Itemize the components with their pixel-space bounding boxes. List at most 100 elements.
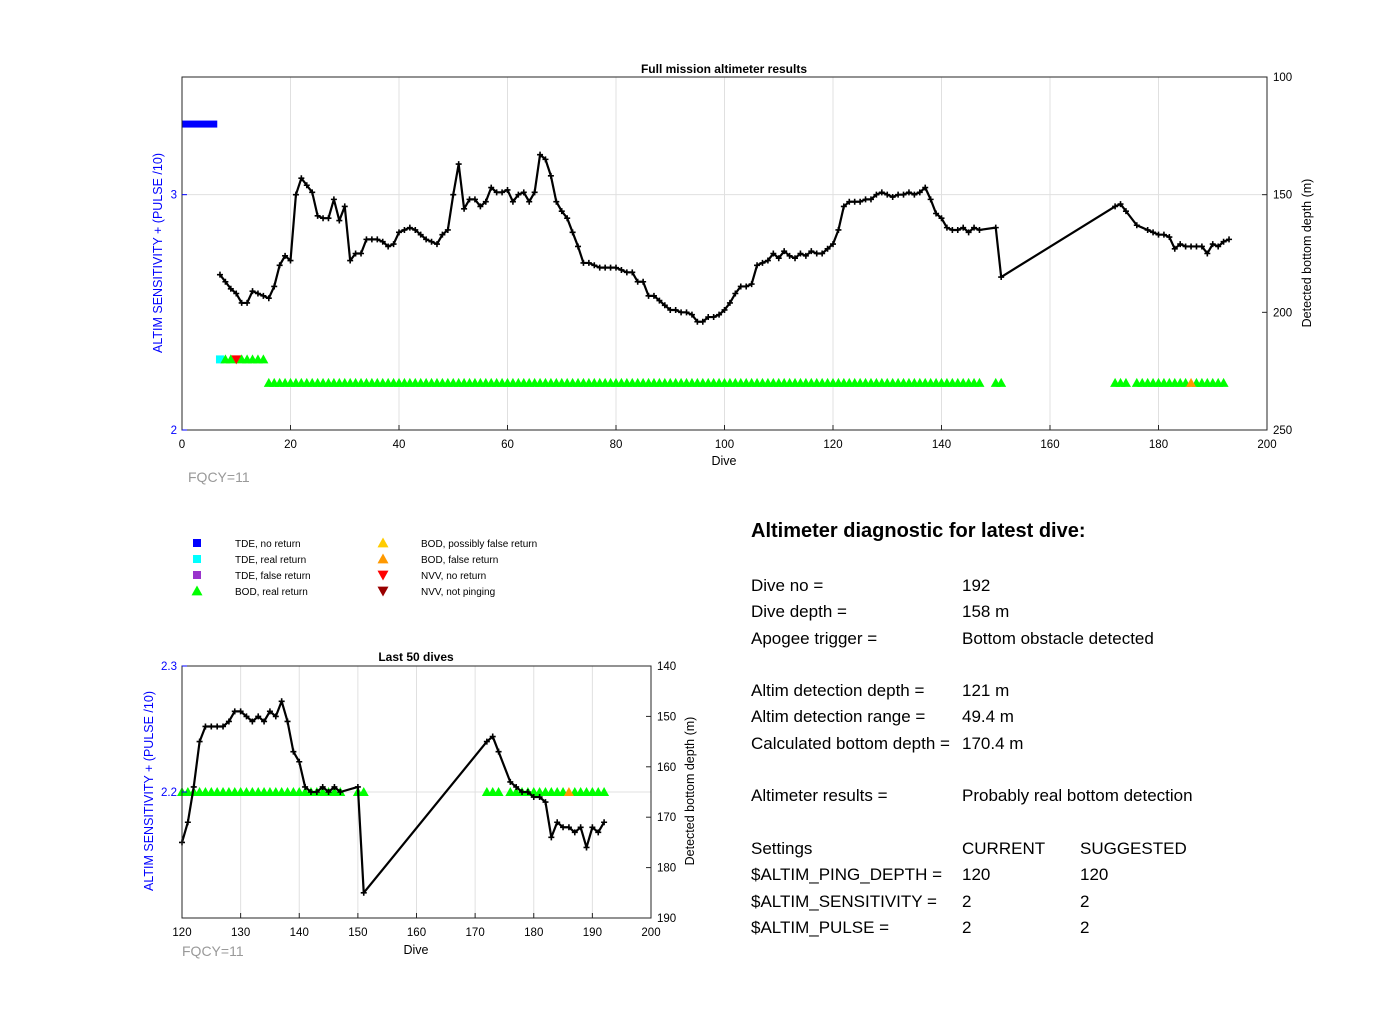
depth-point-marker [583,844,590,851]
pulse-current: 2 [962,917,972,937]
legend-marker-square [193,555,201,563]
x-tick-label: 180 [524,927,543,939]
last-50-x-ticks: 120 130 140 150 160 170 180 190 200 [172,913,661,939]
depth-point-marker [379,238,386,245]
depth-point-marker [862,196,869,203]
detection-range-value: 49.4 m [962,707,1014,727]
depth-point-marker [471,196,478,203]
right-tick-label: 100 [1273,72,1292,84]
depth-point-marker [553,198,560,205]
depth-point-marker [1133,222,1140,229]
depth-point-marker [249,718,256,725]
depth-point-marker [813,250,820,257]
depth-point-marker [272,713,279,720]
depth-point-marker [385,243,392,250]
depth-point-marker [629,269,636,276]
dive-no-value: 192 [962,576,991,595]
depth-point-marker [661,302,668,309]
bod-false-return-marker [563,787,574,796]
depth-point-marker [428,238,435,245]
legend-marker-triangle-up [377,553,389,564]
x-tick-label: 140 [290,927,309,939]
depth-point-marker [225,718,232,725]
depth-point-marker [710,314,717,321]
detection-range-label: Altim detection range = [751,707,926,727]
legend-label: BOD, false return [421,555,498,566]
bottom-depth-value: 170.4 m [962,733,1024,753]
depth-point-marker [589,824,596,831]
depth-point-marker [601,819,608,826]
depth-point-marker [564,215,571,222]
full-mission-right-label: Detected bottom depth (m) [1300,179,1314,328]
dive-no-label: Dive no = [751,576,824,595]
depth-point-marker [857,198,864,205]
depth-point-marker [960,224,967,231]
depth-point-marker [596,264,603,271]
depth-point-marker [330,196,337,203]
depth-point-marker [954,226,961,233]
depth-point-marker [433,241,440,248]
depth-point-marker [830,241,836,248]
depth-point-marker [444,226,451,233]
x-tick-label: 190 [583,927,602,939]
depth-point-marker [423,236,430,243]
depth-point-marker [278,698,285,705]
depth-point-marker [759,259,766,266]
depth-point-marker [406,224,413,231]
depth-point-marker [493,189,500,196]
right-tick-label: 250 [1273,425,1292,437]
x-tick-label: 200 [641,927,660,939]
depth-point-marker [314,212,321,219]
bod-real-return-marker [1218,377,1229,387]
suggested-header: SUGGESTED [1080,838,1187,858]
last-50-title: Last 50 dives [378,650,454,664]
depth-point-marker [895,191,902,198]
depth-point-marker [1220,238,1227,245]
legend-marker-square [193,539,201,547]
depth-point-marker [916,189,923,196]
depth-point-marker [732,290,739,297]
depth-point-marker [613,264,619,271]
bod-real-return-marker [493,787,504,796]
results-row: Altimeter results = Probably real bottom… [751,783,1371,809]
depth-point-marker [683,309,690,316]
altimeter-diagnostic-panel: Altimeter diagnostic for latest dive: Di… [751,520,1371,941]
depth-point-marker [949,226,956,233]
depth-point-marker [577,824,584,831]
full-mission-left-label: ALTIM SENSITIVITY + (PULSE /10) [151,153,165,353]
depth-point-marker [358,250,365,257]
depth-point-marker [678,309,685,316]
results-value: Probably real bottom detection [962,786,1193,806]
depth-point-marker [190,783,197,790]
full-mission-grid [182,77,1267,430]
last-50-fqcy: FQCY=11 [182,943,244,959]
depth-point-marker [303,182,310,189]
bod-false-return-marker [1186,377,1197,387]
pulse-label: $ALTIM_PULSE = [751,917,890,937]
depth-point-marker [775,255,782,262]
depth-point-marker [1144,226,1151,233]
depth-point-marker [560,824,567,831]
depth-point-marker [1198,243,1205,250]
legend-label: TDE, no return [235,539,301,550]
depth-point-marker [276,262,283,269]
sensitivity-current: 2 [962,891,972,911]
depth-point-marker [290,748,297,755]
depth-point-marker [530,794,537,801]
depth-point-marker [227,285,234,292]
depth-point-marker [900,191,907,198]
depth-point-marker [237,708,244,715]
depth-point-marker [569,229,576,236]
depth-point-marker [507,778,514,785]
ping-depth-suggested: 120 [1080,865,1109,885]
depth-point-marker [884,191,891,198]
pulse-row: $ALTIM_PULSE = 2 2 [751,915,1371,941]
depth-point-marker [580,259,587,266]
depth-point-marker [992,224,999,231]
depth-point-marker [337,789,344,795]
depth-point-marker [307,789,314,795]
depth-point-marker [401,226,408,233]
legend-label: BOD, real return [235,587,308,598]
depth-point-marker [716,311,723,318]
